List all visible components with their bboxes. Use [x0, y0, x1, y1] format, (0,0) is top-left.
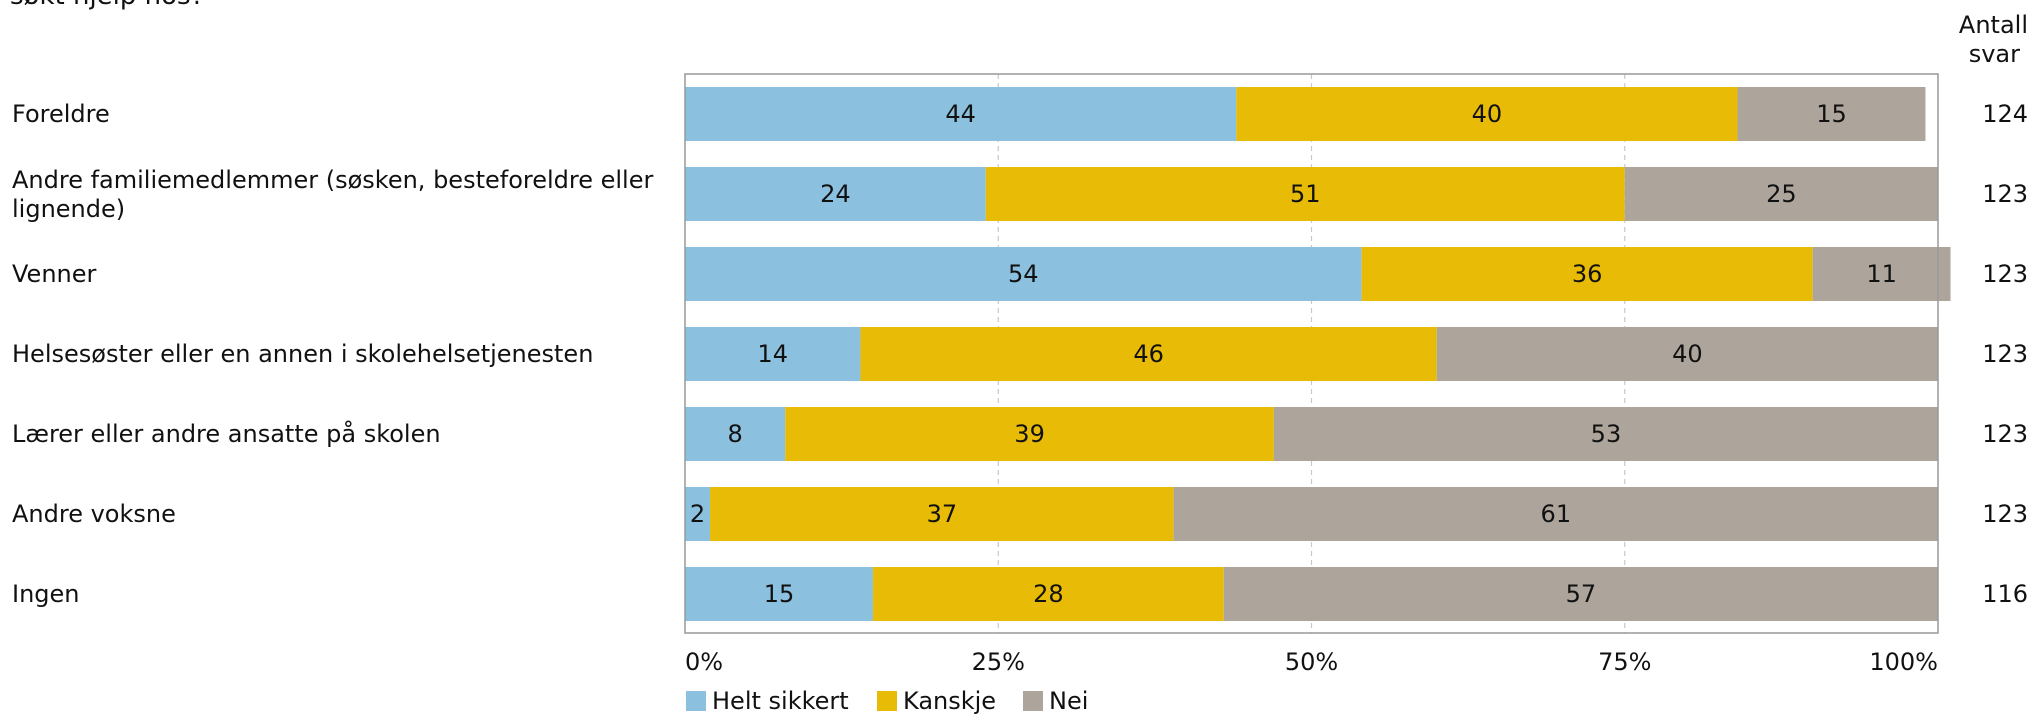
bar-segment: [1273, 407, 1938, 461]
category-label: Ingen: [12, 580, 80, 608]
legend-label: Kanskje: [903, 687, 996, 715]
bar-value-label: 36: [1572, 260, 1603, 288]
x-tick-label: 50%: [1285, 648, 1338, 676]
bar-value-label: 14: [757, 340, 788, 368]
bar-value-label: 37: [927, 500, 958, 528]
count-header-line-1: Antall: [1959, 11, 2028, 39]
bar-value-label: 46: [1133, 340, 1164, 368]
x-tick-label: 0%: [685, 648, 723, 676]
bar-segment: [685, 407, 786, 461]
response-count: 123: [1982, 420, 2028, 448]
bar-segment: [985, 167, 1625, 221]
legend-swatch: [1023, 691, 1043, 711]
bar-value-label: 11: [1866, 260, 1897, 288]
category-label: Venner: [12, 260, 97, 288]
x-tick-label: 75%: [1598, 648, 1651, 676]
bar-value-label: 40: [1672, 340, 1703, 368]
bar-value-label: 53: [1591, 420, 1622, 448]
bar-value-label: 8: [727, 420, 742, 448]
response-count: 116: [1982, 580, 2028, 608]
bar-segment: [1737, 87, 1926, 141]
plot-frame: [684, 73, 1939, 634]
legend-label: Nei: [1049, 687, 1088, 715]
bar-segment: [785, 407, 1274, 461]
category-label: Helsesøster eller en annen i skolehelset…: [12, 340, 593, 368]
bar-segment: [685, 327, 861, 381]
bar-segment: [685, 487, 711, 541]
category-labels: Foreldre Andre familiemedlemmer (søsken, …: [12, 100, 653, 608]
response-count: 123: [1982, 340, 2028, 368]
x-tick-label: 25%: [972, 648, 1025, 676]
legend: Helt sikkert Kanskje Nei: [686, 687, 1088, 715]
bar-value-label: 2: [690, 500, 705, 528]
response-counts: 124 123 123 123 123 123 116: [1982, 100, 2028, 608]
bar-value-label: 51: [1290, 180, 1321, 208]
bar-value-label: 15: [764, 580, 795, 608]
bar-value-label: 24: [820, 180, 851, 208]
bar-segment: [685, 247, 1362, 301]
bar-value-label: 54: [1008, 260, 1039, 288]
category-label: Andre voksne: [12, 500, 176, 528]
bar-value-label: 15: [1816, 100, 1847, 128]
category-label: Lærer eller andre ansatte på skolen: [12, 419, 441, 448]
bars: 44 40 15 24 51 25 54 36 11 14 46 40 8 39 53 2 37 61 15 28 57: [685, 87, 1951, 621]
bar-value-label: 25: [1766, 180, 1797, 208]
bar-segment: [710, 487, 1174, 541]
response-count: 123: [1982, 180, 2028, 208]
response-count: 123: [1982, 260, 2028, 288]
bar-segment: [872, 567, 1224, 621]
x-tick-label: 100%: [1869, 648, 1938, 676]
bar-segment: [685, 87, 1237, 141]
bar-value-label: 57: [1566, 580, 1597, 608]
bar-segment: [1812, 247, 1951, 301]
bar-segment: [1624, 167, 1938, 221]
bar-value-label: 39: [1014, 420, 1045, 448]
bar-segment: [1236, 87, 1738, 141]
legend-swatch: [877, 691, 897, 711]
x-axis-tick-labels: 0% 25% 50% 75% 100%: [685, 648, 1938, 676]
bar-segment: [685, 167, 986, 221]
response-count: 123: [1982, 500, 2028, 528]
category-label: Foreldre: [12, 100, 110, 128]
category-label: Andre familiemedlemmer (søsken, bestefor…: [12, 166, 653, 223]
bar-value-label: 61: [1541, 500, 1572, 528]
bar-segment: [1223, 567, 1938, 621]
legend-swatch: [686, 691, 706, 711]
bar-value-label: 40: [1472, 100, 1503, 128]
chart-title-fragment: søkt hjelp hos?: [10, 0, 204, 11]
bar-segment: [860, 327, 1437, 381]
bar-segment: [1436, 327, 1938, 381]
bar-segment: [1361, 247, 1813, 301]
response-count: 124: [1982, 100, 2028, 128]
bar-segment: [685, 567, 873, 621]
count-header-line-2: svar: [1969, 40, 2020, 68]
bar-value-label: 28: [1033, 580, 1064, 608]
bar-segment: [1173, 487, 1938, 541]
bar-value-label: 44: [945, 100, 976, 128]
legend-label: Helt sikkert: [712, 687, 849, 715]
